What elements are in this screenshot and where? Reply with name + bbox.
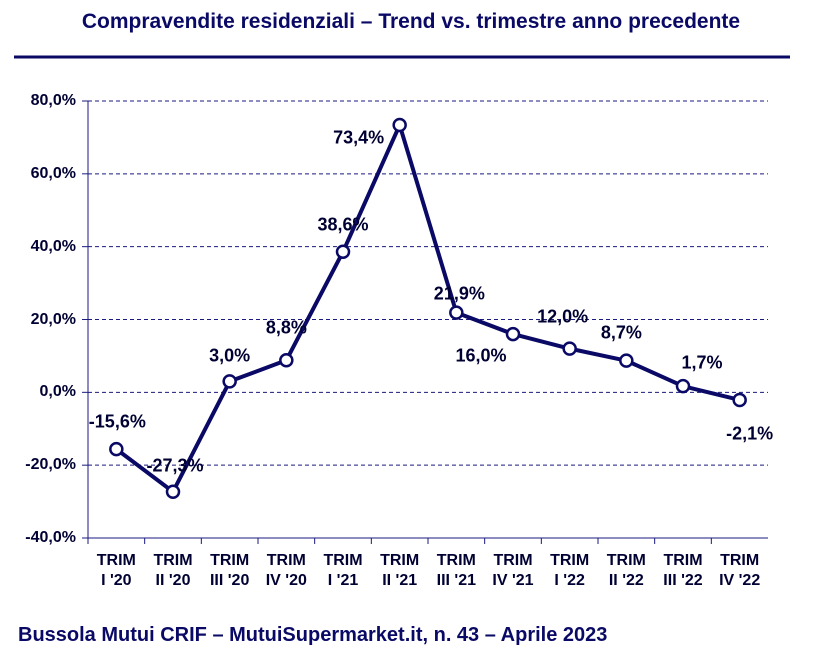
data-label: -15,6% xyxy=(88,411,146,432)
data-label: -2,1% xyxy=(726,423,774,444)
x-tick-label: TRIM III '20 xyxy=(209,552,250,589)
point xyxy=(222,374,237,389)
point xyxy=(109,441,124,457)
data-label: 3,0% xyxy=(209,345,251,366)
data-label: 16,0% xyxy=(455,345,507,366)
line xyxy=(115,123,741,494)
x-tick-label: TRIM III '21 xyxy=(436,552,477,589)
x-tick-label: TRIM IV '20 xyxy=(265,552,307,589)
footer: Bussola Mutui CRIF – MutuiSupermarket.it… xyxy=(18,624,608,646)
point xyxy=(392,117,407,133)
data-label: 8,7% xyxy=(600,322,642,343)
x-tick-label: TRIM III '22 xyxy=(663,552,703,589)
data-label: 12,0% xyxy=(537,306,589,327)
point xyxy=(279,353,294,368)
y-tick-label: 0,0% xyxy=(39,383,76,401)
chart-title: Compravendite residenziali – Trend vs. t… xyxy=(81,10,741,33)
x-tick-label: TRIM IV '22 xyxy=(719,552,761,589)
x-tick-label: TRIM II '21 xyxy=(380,552,420,589)
x-tick-label: TRIM I '22 xyxy=(550,552,590,589)
point xyxy=(165,484,181,500)
y-tick-label: 20,0% xyxy=(30,310,76,328)
x-tick-label: TRIM IV '21 xyxy=(492,552,534,589)
y-tick-label: 40,0% xyxy=(30,237,76,255)
data-label: 73,4% xyxy=(333,127,385,148)
data-label: -27,3% xyxy=(146,455,204,476)
point xyxy=(562,341,577,356)
x-tick-label: TRIM I '21 xyxy=(323,552,363,589)
point xyxy=(619,353,634,368)
data-label: 1,7% xyxy=(681,352,723,373)
x-tick-label: TRIM II '22 xyxy=(606,552,646,589)
point xyxy=(449,305,464,320)
point xyxy=(505,326,521,342)
y-tick-label: 60,0% xyxy=(30,164,76,182)
data-label: 21,9% xyxy=(433,283,485,304)
point xyxy=(732,392,747,408)
y-tick-label: 80,0% xyxy=(30,92,76,109)
point xyxy=(675,378,691,394)
data-label: 38,6% xyxy=(317,214,369,235)
point xyxy=(335,244,351,260)
data-label: 8,8% xyxy=(265,317,307,338)
y-tick-label: -20,0% xyxy=(25,456,76,474)
y-tick-label: -40,0% xyxy=(25,529,76,546)
x-tick-label: TRIM II '20 xyxy=(153,552,193,589)
x-tick-label: TRIM I '20 xyxy=(96,552,136,589)
